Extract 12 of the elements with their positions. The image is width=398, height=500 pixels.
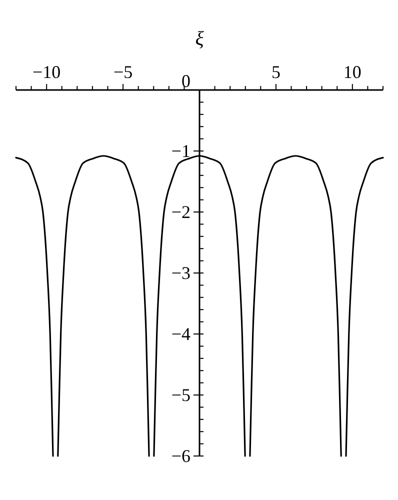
y-tick-label: −6 — [171, 446, 190, 466]
y-tick-label: −2 — [171, 202, 190, 222]
y-tick-label: −3 — [171, 263, 190, 283]
x-tick-label: −5 — [113, 62, 133, 82]
x-tick-label: −10 — [32, 62, 61, 82]
y-tick-label: −1 — [171, 141, 190, 161]
y-tick-label: 0 — [182, 71, 190, 91]
x-tick-label: 10 — [343, 62, 362, 82]
x-tick-label: 5 — [271, 62, 280, 82]
y-tick-label: −5 — [171, 385, 190, 405]
y-tick-label: −4 — [171, 324, 190, 344]
x-axis-title: ξ — [195, 28, 204, 50]
